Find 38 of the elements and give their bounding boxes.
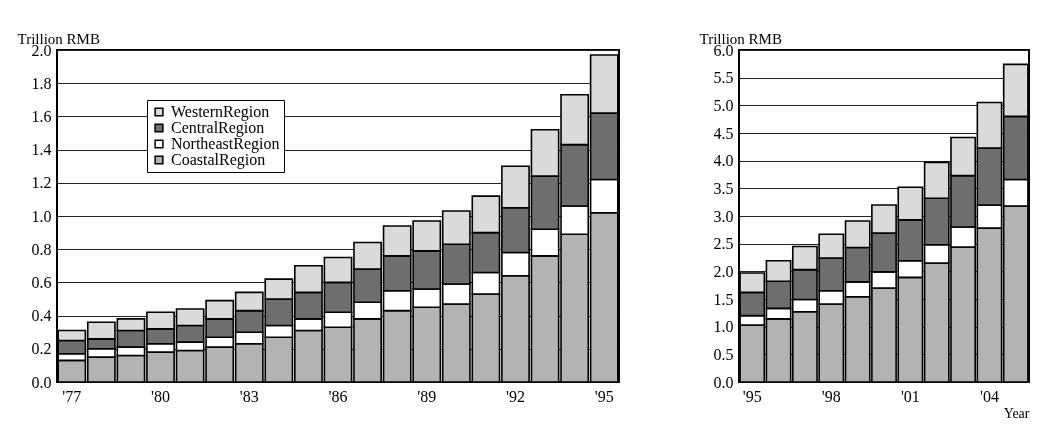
x-tick-label: '86 — [328, 387, 348, 405]
y-tick-label: 3.0 — [713, 207, 734, 225]
y-tick-label: 5.0 — [713, 96, 734, 114]
y-tick-label: 1.6 — [31, 107, 52, 125]
y-tick-label: 0.0 — [31, 373, 52, 391]
x-tick-label: '98 — [821, 387, 841, 405]
y-tick-label: 3.5 — [713, 179, 734, 197]
y-tick-label: 1.5 — [713, 290, 734, 308]
y-tick-label: 0.4 — [31, 307, 52, 325]
y-tick-label: 0.0 — [713, 373, 734, 391]
x-tick-label: '83 — [239, 387, 259, 405]
x-tick-label: '80 — [151, 387, 170, 405]
y-tick-label: 0.6 — [31, 273, 52, 291]
y-tick-label: 0.8 — [31, 240, 52, 258]
y-tick-label: 1.4 — [31, 141, 52, 159]
legend-label: WesternRegion — [171, 103, 270, 121]
y-tick-label: 1.2 — [31, 174, 52, 192]
legend-label: CentralRegion — [171, 119, 265, 137]
y-tick-label: 1.0 — [713, 318, 734, 336]
x-tick-label: '95 — [742, 387, 762, 405]
x-tick-label: '77 — [62, 387, 82, 405]
y-tick-label: 4.5 — [713, 124, 734, 142]
legend-label: CoastalRegion — [171, 151, 266, 169]
x-axis-title: Year — [1003, 405, 1030, 421]
x-tick-label: '01 — [900, 387, 920, 405]
y-tick-label: 4.0 — [713, 152, 734, 170]
legend-label: NortheastRegion — [171, 135, 280, 153]
y-tick-label: 1.8 — [31, 74, 52, 92]
y-tick-label: 5.5 — [713, 69, 734, 87]
y-tick-label: 0.5 — [713, 345, 734, 363]
y-tick-label: 2.5 — [713, 235, 734, 253]
x-tick-label: '04 — [980, 387, 999, 405]
y-tick-label: 0.2 — [31, 340, 52, 358]
x-tick-label: '92 — [506, 387, 525, 405]
y-tick-label: 1.0 — [31, 207, 52, 225]
x-tick-label: '95 — [594, 387, 614, 405]
y-tick-label: 2.0 — [713, 262, 734, 280]
x-tick-label: '89 — [417, 387, 437, 405]
